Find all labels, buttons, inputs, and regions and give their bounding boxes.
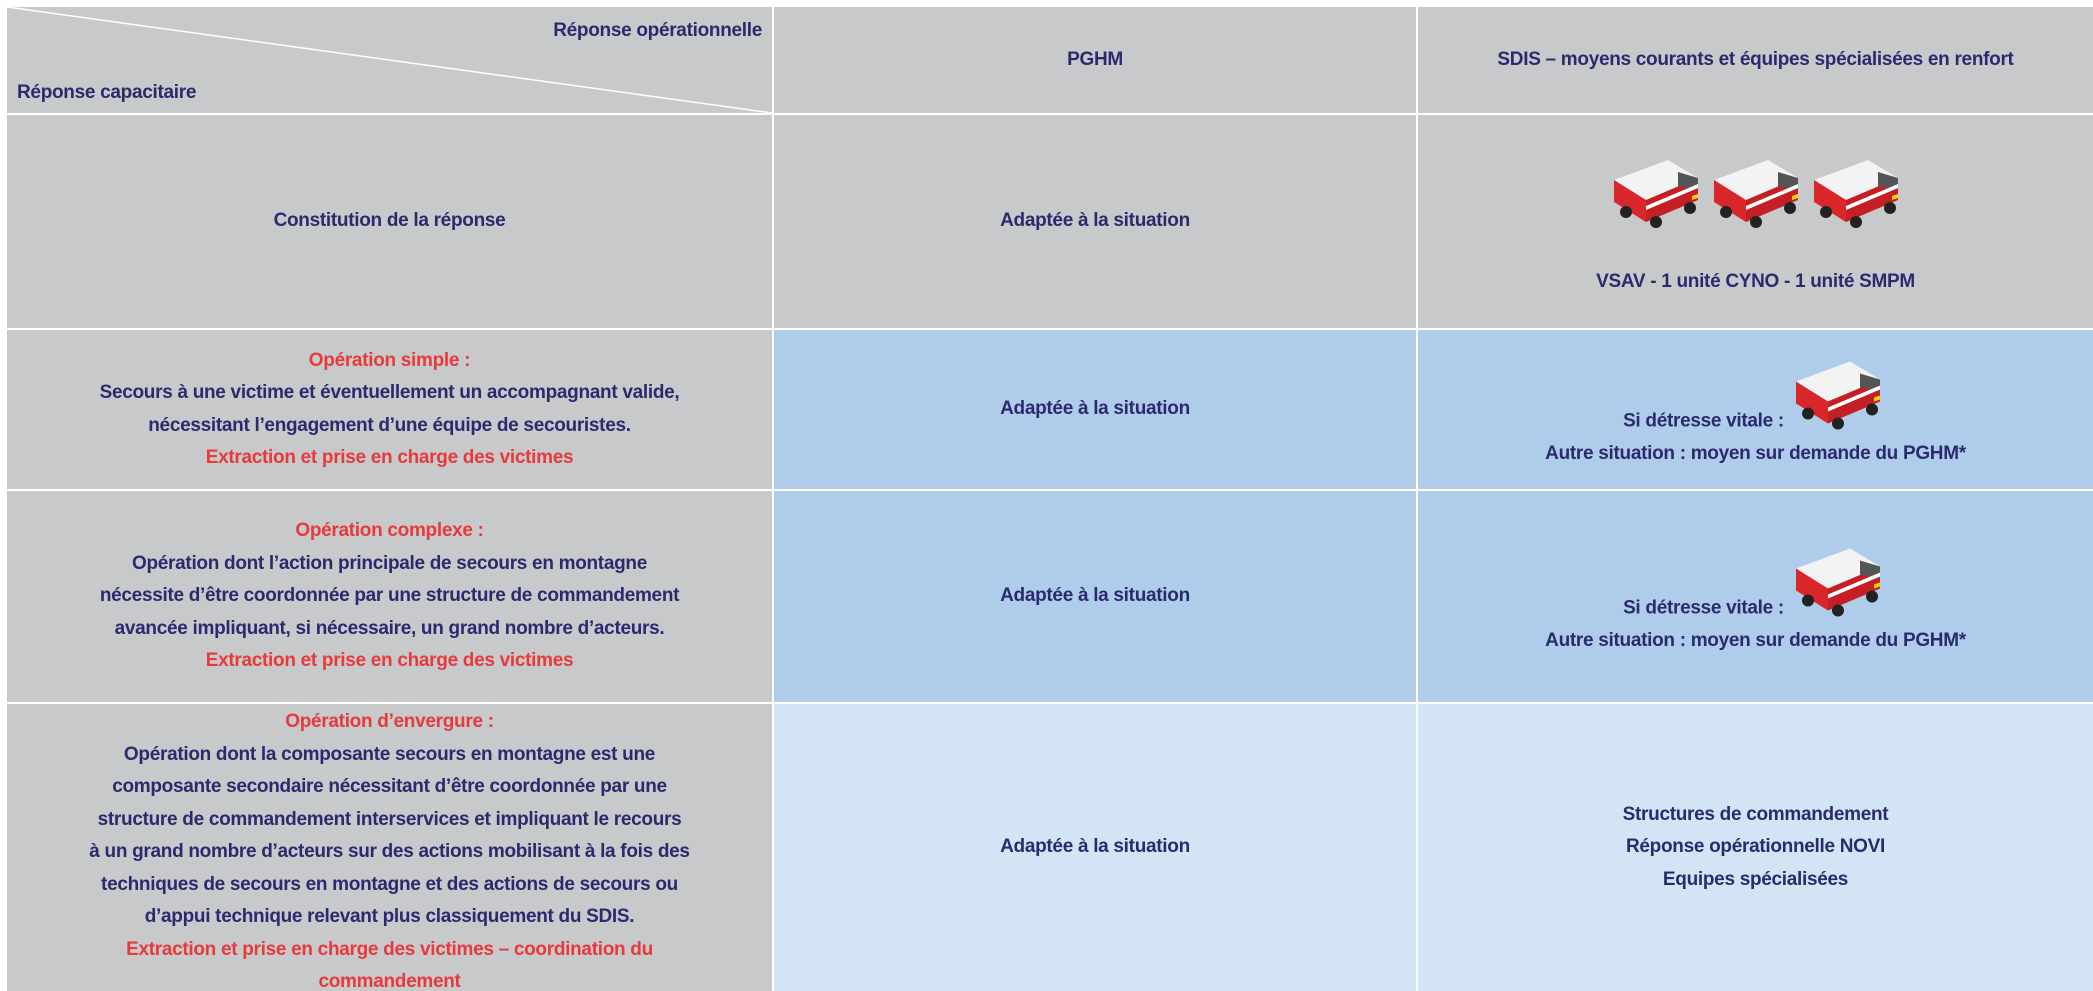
row-title: Opération simple :: [308, 349, 471, 371]
table-cell: Adaptée à la situation: [774, 704, 1416, 991]
sdis-response: VSAV - 1 unité CYNO - 1 unité SMPM: [1596, 271, 1915, 292]
sdis-response: Autre situation : moyen sur demande du P…: [1545, 442, 1966, 464]
pghm-response: Adaptée à la situation: [1000, 836, 1190, 858]
vehicle-icon: [1713, 159, 1798, 228]
sdis-response: Si détresse vitale :: [1623, 349, 1888, 438]
row-footer: Extraction et prise en charge des victim…: [205, 650, 574, 672]
row-title: Opération complexe :: [295, 520, 484, 542]
table-cell: Si détresse vitale : Autre situation : mo…: [1418, 330, 2093, 489]
vehicle-icon: [1795, 361, 1880, 430]
table-cell: Adaptée à la situation: [774, 491, 1416, 702]
table-cell: PGHM: [774, 7, 1416, 113]
sdis-response: Structures de commandement: [1622, 803, 1889, 825]
table-cell: Constitution de la réponse: [7, 115, 772, 328]
corner-top-label: Réponse opérationnelle: [553, 20, 762, 41]
row-description: nécessitant l’engagement d’une équipe de…: [148, 414, 631, 436]
pghm-response: Adaptée à la situation: [1000, 585, 1190, 607]
row-description: avancée impliquant, si nécessaire, un gr…: [114, 617, 665, 639]
row-title: Opération d’envergure :: [285, 711, 494, 732]
column-header: PGHM: [1067, 48, 1123, 70]
row-description: techniques de secours en montagne et des…: [101, 873, 678, 895]
sdis-response: Réponse opérationnelle NOVI: [1625, 836, 1885, 858]
vehicle-icon: [1795, 548, 1880, 617]
table-cell: SDIS – moyens courants et équipes spécia…: [1418, 7, 2093, 113]
sdis-response: Equipes spécialisées: [1662, 868, 1849, 890]
row-footer: Extraction et prise en charge des victim…: [126, 938, 653, 960]
table-cell: Opération simple : Secours à une victime …: [7, 330, 772, 489]
row-description: Opération dont la composante secours en …: [123, 743, 656, 765]
vehicle-icon: [1613, 159, 1698, 228]
table-cell: Réponse opérationnelle Réponse capacitair…: [7, 7, 772, 113]
row-description: Constitution de la réponse: [273, 210, 506, 232]
table-cell: Structures de commandement Réponse opérat…: [1418, 704, 2093, 991]
table-cell: Opération complexe : Opération dont l’act…: [7, 491, 772, 702]
pghm-response: Adaptée à la situation: [1000, 210, 1190, 232]
row-footer: Extraction et prise en charge des victim…: [205, 447, 574, 468]
row-description: structure de commandement interservices …: [97, 808, 682, 830]
corner-bottom-label: Réponse capacitaire: [17, 81, 197, 103]
row-description: à un grand nombre d’acteurs sur des acti…: [89, 841, 690, 862]
table-cell: VSAV - 1 unité CYNO - 1 unité SMPM: [1418, 115, 2093, 328]
sdis-response: Si détresse vitale :: [1623, 536, 1888, 625]
table-cell: Adaptée à la situation: [774, 115, 1416, 328]
row-description: Secours à une victime et éventuellement …: [99, 382, 680, 403]
sdis-response: Autre situation : moyen sur demande du P…: [1545, 629, 1966, 651]
row-description: d’appui technique relevant plus classiqu…: [144, 906, 635, 927]
vehicle-icons: [1606, 145, 1906, 247]
table-cell: Opération d’envergure : Opération dont la…: [7, 704, 772, 991]
row-description: composante secondaire nécessitant d’être…: [112, 776, 667, 797]
row-description: Opération dont l’action principale de se…: [132, 552, 647, 574]
diagonal: [7, 7, 772, 113]
vehicle-icon: [1813, 159, 1898, 228]
table-cell: Si détresse vitale : Autre situation : mo…: [1418, 491, 2093, 702]
pghm-response: Adaptée à la situation: [1000, 398, 1190, 420]
column-header: SDIS – moyens courants et équipes spécia…: [1497, 48, 2014, 70]
table-cell: Adaptée à la situation: [774, 330, 1416, 489]
row-description: nécessite d’être coordonnée par une stru…: [99, 585, 680, 607]
row-footer: commandement: [318, 971, 461, 991]
